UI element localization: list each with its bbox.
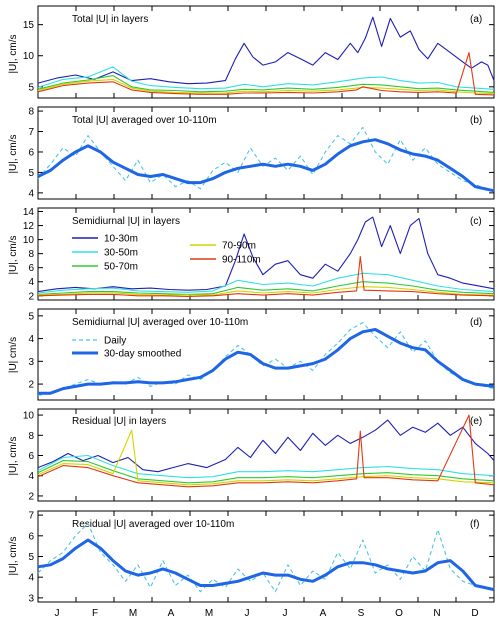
y-tick-label: 8 [28, 249, 34, 260]
series-10-30m [37, 216, 495, 293]
y-tick-label: 5 [28, 311, 34, 322]
series-70-90m [37, 78, 495, 95]
y-tick-label: 2 [28, 380, 34, 391]
panel-e: Residual |U| in layers (e) |U|, cm/s 2 4 6… [8, 408, 495, 502]
y-tick-label: 7 [28, 127, 34, 138]
panel-a-ylabel: |U|, cm/s [8, 34, 19, 73]
panel-a-tag: (a) [470, 14, 482, 25]
panel-c-ylabel: |U|, cm/s [8, 235, 19, 274]
y-tick-label: 4 [28, 277, 34, 288]
month-label: J [283, 608, 288, 619]
panel-c-tag: (c) [470, 216, 482, 227]
month-label: S [358, 608, 365, 619]
y-tick-label: 2 [28, 291, 34, 302]
panel-b-title: Total |U| averaged over 10-110m [72, 115, 217, 126]
y-tick-label: 6 [28, 147, 34, 158]
month-label: N [433, 608, 440, 619]
series-90-110m [37, 255, 495, 298]
panel-e-ylabel: |U|, cm/s [8, 436, 19, 475]
legend-label: 90-110m [222, 255, 261, 266]
y-tick-label: 15 [23, 20, 35, 31]
panel-f-ylabel: |U|, cm/s [8, 536, 19, 575]
month-label: M [205, 608, 213, 619]
y-tick-label: 10 [23, 235, 35, 246]
legend-label: 70-90m [222, 241, 256, 252]
panel-f: Residual |U| averaged over 10-110m (f) |… [8, 510, 495, 604]
legend-label: 30-50m [104, 248, 138, 259]
panel-e-title: Residual |U| in layers [72, 416, 166, 427]
series-30-day-smoothed [37, 138, 495, 193]
month-label: F [92, 608, 98, 619]
y-tick-label: 7 [28, 511, 34, 522]
y-tick-label: 8 [28, 431, 34, 442]
y-tick-label: 4 [28, 188, 34, 199]
series-70-90m [37, 429, 495, 486]
panel-b-ylabel: |U|, cm/s [8, 134, 19, 173]
panel-a: Total |U| in layers (a) |U|, cm/s 5 10 15 [8, 5, 495, 99]
y-tick-label: 6 [28, 531, 34, 542]
series-daily [37, 522, 495, 593]
y-tick-label: 6 [28, 451, 34, 462]
legend-label: 50-70m [104, 262, 138, 273]
month-label: D [471, 608, 478, 619]
y-tick-label: 4 [28, 334, 34, 345]
y-tick-label: 5 [28, 168, 34, 179]
y-tick-label: 10 [23, 411, 35, 422]
series-daily [37, 126, 495, 192]
series-10-30m [37, 16, 495, 85]
y-tick-label: 14 [23, 207, 35, 218]
series-30-day-smoothed [38, 328, 495, 395]
panel-b: Total |U| averaged over 10-110m (b) |U|,… [8, 106, 495, 200]
series-50-70m [37, 460, 495, 484]
panel-e-tag: (e) [470, 416, 482, 427]
month-label: O [395, 608, 403, 619]
series-30-50m [37, 272, 495, 294]
y-tick-label: 5 [28, 82, 34, 93]
panel-c-title: Semidiurnal |U| in layers [72, 216, 180, 227]
legend-label: 30-day smoothed [104, 349, 181, 360]
y-tick-label: 8 [28, 107, 34, 118]
month-label: A [168, 608, 175, 619]
panel-d-ylabel: |U| cm/s [8, 337, 19, 373]
panel-c: Semidiurnal |U| in layers (c) |U|, cm/s … [8, 207, 495, 302]
panel-d-title: Semidiurnal |U| averaged over 10-110m [72, 317, 248, 328]
series-30-50m [37, 66, 495, 90]
month-label: M [129, 608, 137, 619]
series-30-50m [37, 454, 495, 479]
y-tick-label: 3 [28, 593, 34, 604]
y-tick-label: 3 [28, 357, 34, 368]
y-tick-label: 12 [23, 221, 35, 232]
month-label: A [320, 608, 327, 619]
y-tick-label: 10 [23, 51, 35, 62]
legend-label: 10-30m [104, 234, 138, 245]
series-90-110m [37, 414, 495, 488]
legend-label: Daily [104, 336, 126, 347]
y-tick-label: 6 [28, 263, 34, 274]
panel-d-tag: (d) [470, 317, 482, 328]
month-label: J [55, 608, 60, 619]
series-50-70m [37, 281, 495, 295]
y-tick-label: 2 [28, 491, 34, 502]
y-tick-label: 4 [28, 471, 34, 482]
series-70-90m [37, 286, 495, 296]
month-label: J [245, 608, 250, 619]
y-tick-label: 4 [28, 573, 34, 584]
series-90-110m [37, 52, 495, 96]
panel-f-tag: (f) [470, 519, 479, 530]
series-10-30m [37, 419, 495, 473]
panel-a-title: Total |U| in layers [72, 14, 148, 25]
panel-d: Semidiurnal |U| averaged over 10-110m (d… [8, 308, 495, 401]
panel-b-tag: (b) [470, 115, 482, 126]
panel-f-title: Residual |U| averaged over 10-110m [72, 519, 234, 530]
y-tick-label: 5 [28, 552, 34, 563]
series-50-70m [37, 75, 495, 93]
series-30-day-smoothed [37, 538, 495, 592]
